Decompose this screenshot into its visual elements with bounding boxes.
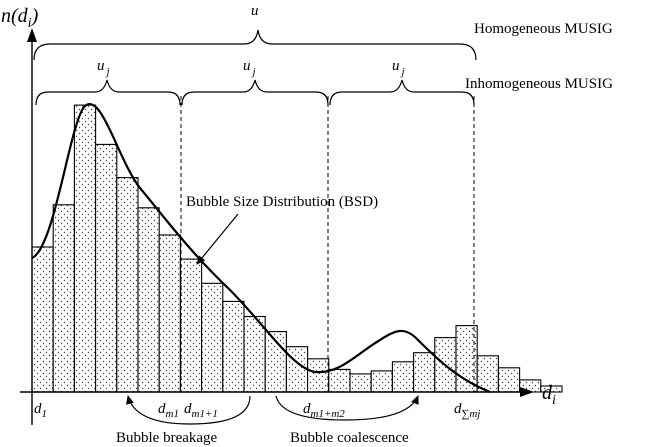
histogram-bar [116,177,139,393]
y-axis-arrow-icon [27,28,37,42]
histogram-bar [243,315,266,393]
histogram-bar [95,143,118,393]
bsd-curve [31,103,491,394]
histogram-bar [413,352,436,393]
bsd-pointer-arrow [196,213,239,265]
histogram-bar [31,246,54,393]
homogeneous-brace [33,29,477,61]
inhomogeneous-label: Inhomogeneous MUSIG [465,76,613,92]
histogram-bar [307,358,330,393]
breakage-arrow [126,395,251,425]
histogram-bars [31,104,563,393]
x-tick-dsum: d∑mj [454,401,480,420]
histogram-bar [349,373,372,393]
inhomogeneous-brace-1 [35,79,181,106]
inhomogeneous-brace-2 [181,79,329,106]
histogram-bar [222,300,245,393]
breakage-label: Bubble breakage [116,430,218,446]
histogram-bar [285,346,309,393]
x-tick-d1: d1 [34,401,47,420]
x-axis-label: di [542,382,556,408]
coalescence-arrow [275,395,419,421]
coalescence-label: Bubble coalescence [290,430,409,446]
inhomogeneous-brace-3 [329,79,475,106]
homogeneous-label: Homogeneous MUSIG [474,21,613,37]
x-axis-arrow-icon [520,387,534,397]
homogeneous-symbol: u [251,3,259,19]
histogram-bar [52,204,75,393]
histogram-bar [370,370,393,393]
histogram-bar [391,361,415,393]
x-tick-dm1plus1: dm1+1 [184,401,218,420]
histogram-bar [497,367,521,393]
x-tick-dm1m2: dm1+m2 [303,401,345,420]
y-axis-label: n(di) [1,5,39,31]
histogram-bar [201,282,224,393]
histogram-bar [73,104,97,393]
histogram-bar [137,207,160,393]
x-tick-dm1: dm1 [158,401,179,420]
histogram-bar [540,385,563,393]
histogram-bar [179,258,203,393]
histogram-bar [328,368,351,393]
histogram-bar [158,234,181,393]
bsd-label: Bubble Size Distribution (BSD) [186,194,378,210]
